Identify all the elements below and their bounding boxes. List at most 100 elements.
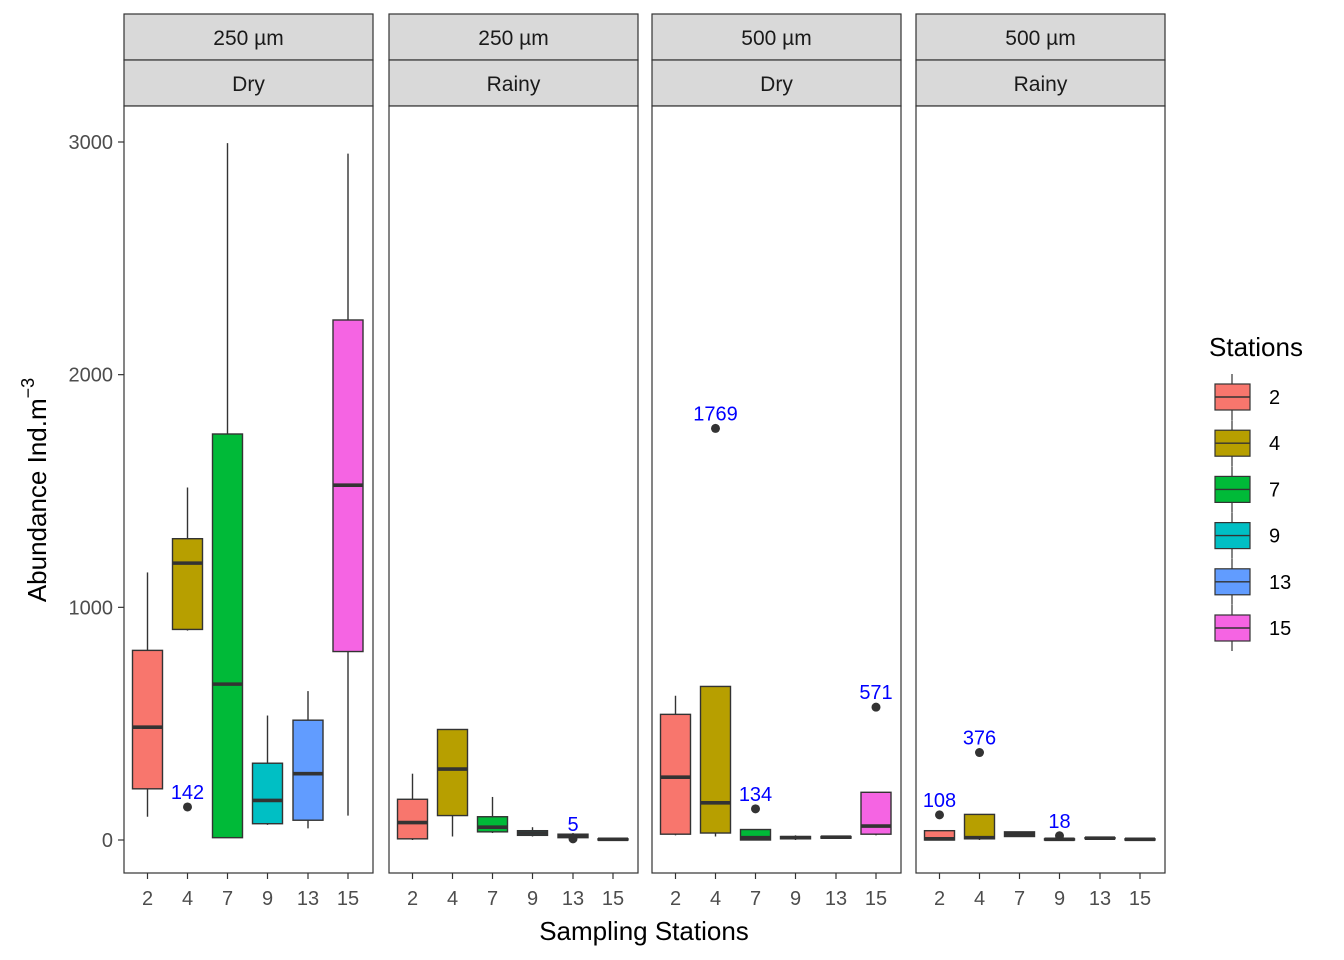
box-station-7: 134	[739, 784, 772, 841]
x-axis-title: Sampling Stations	[539, 916, 749, 946]
y-axis-title: Abundance Ind.m−3	[18, 378, 52, 602]
box-iqr	[963, 813, 996, 840]
y-tick-label: 0	[102, 830, 113, 852]
legend-entry-7: 7	[1214, 466, 1280, 513]
strip-season-background	[651, 59, 902, 107]
panel-4: 500 µm Rainy 108 376 18 2 4 7 9 13 15	[915, 13, 1166, 910]
legend: Stations 2 4 7 9 13 15	[1209, 332, 1303, 651]
x-tick-label: 2	[142, 888, 153, 910]
box-iqr	[292, 719, 324, 821]
x-tick-label: 9	[1054, 888, 1065, 910]
x-tick-label: 9	[790, 888, 801, 910]
box-station-4: 1769	[693, 403, 738, 837]
panel-border	[388, 105, 639, 874]
x-tick-label: 2	[407, 888, 418, 910]
box-iqr	[131, 649, 164, 790]
box-station-13	[1084, 836, 1116, 840]
outlier-label: 142	[171, 782, 204, 804]
box-station-4	[436, 728, 469, 837]
box-station-15	[597, 837, 629, 842]
x-tick-label: 4	[182, 888, 193, 910]
outlier-label: 18	[1048, 811, 1070, 833]
strip-mesh-background	[388, 13, 639, 61]
box-iqr	[476, 816, 509, 833]
x-tick-label: 4	[974, 888, 985, 910]
box-station-2	[659, 695, 692, 836]
strip-season-background	[915, 59, 1166, 107]
strip-season-label: Rainy	[487, 73, 541, 96]
outlier-point	[568, 834, 578, 844]
box-iqr	[739, 828, 772, 841]
box-station-15	[332, 153, 364, 816]
box-station-2	[396, 773, 429, 840]
x-tick-label: 7	[1014, 888, 1025, 910]
box-station-4: 376	[963, 728, 996, 840]
strip-season-label: Dry	[232, 73, 265, 96]
outlier-label: 108	[923, 790, 956, 812]
box-station-7	[211, 143, 244, 839]
legend-label: 15	[1269, 618, 1291, 640]
x-tick-label: 13	[825, 888, 847, 910]
outlier-label: 1769	[693, 403, 738, 425]
panel-2: 250 µm Rainy 5 2 4 7 9 13 15	[388, 13, 639, 910]
panel-border	[915, 105, 1166, 874]
strip-mesh-background	[651, 13, 902, 61]
legend-label: 2	[1269, 387, 1280, 409]
x-tick-label: 15	[1129, 888, 1151, 910]
outlier-label: 5	[567, 814, 578, 836]
outlier-point	[935, 810, 944, 820]
panel-border	[651, 105, 902, 874]
y-tick-label: 3000	[69, 132, 114, 154]
box-station-9	[516, 827, 549, 837]
legend-label: 4	[1269, 433, 1280, 455]
y-axis-title-text: Abundance Ind.m	[22, 398, 52, 602]
box-station-2: 108	[923, 790, 956, 841]
box-iqr	[436, 728, 469, 817]
box-station-7	[476, 796, 509, 834]
y-axis-title-exponent: −3	[18, 378, 38, 399]
strip-mesh-background	[915, 13, 1166, 61]
strip-season-background	[123, 59, 374, 107]
strip-mesh-background	[123, 13, 374, 61]
panel-border	[123, 105, 374, 874]
x-tick-label: 13	[562, 888, 584, 910]
x-tick-label: 15	[602, 888, 624, 910]
x-tick-label: 2	[934, 888, 945, 910]
x-tick-label: 13	[297, 888, 319, 910]
outlier-label: 134	[739, 784, 772, 806]
legend-label: 9	[1269, 526, 1280, 548]
legend-entry-2: 2	[1214, 374, 1280, 420]
x-tick-label: 15	[865, 888, 887, 910]
outlier-point	[871, 702, 881, 712]
box-station-13	[292, 691, 324, 829]
x-tick-label: 4	[710, 888, 721, 910]
legend-label: 7	[1269, 479, 1280, 501]
strip-season-background	[388, 59, 639, 107]
box-iqr	[396, 798, 429, 840]
box-station-15: 571	[859, 682, 893, 836]
x-tick-label: 4	[447, 888, 458, 910]
outlier-point	[1055, 831, 1064, 841]
strip-mesh-label: 500 µm	[1005, 27, 1075, 50]
outlier-point	[751, 804, 760, 814]
box-iqr	[659, 713, 692, 835]
outlier-point	[183, 802, 192, 812]
y-tick-label: 2000	[69, 365, 114, 387]
box-station-15	[1124, 837, 1156, 842]
x-tick-label: 7	[750, 888, 761, 910]
legend-title: Stations	[1209, 332, 1303, 362]
box-iqr	[860, 791, 892, 835]
x-tick-label: 13	[1089, 888, 1111, 910]
box-station-2	[131, 572, 164, 817]
strip-mesh-label: 250 µm	[478, 27, 548, 50]
box-station-9	[251, 715, 284, 825]
outlier-label: 376	[963, 728, 996, 750]
panel-1: 250 µm Dry 142 2 4 7 9 13 15	[123, 13, 374, 910]
box-iqr	[211, 433, 244, 839]
strip-season-label: Rainy	[1014, 73, 1068, 96]
legend-entry-4: 4	[1214, 420, 1280, 467]
box-iqr	[171, 537, 204, 631]
box-station-4: 142	[171, 487, 204, 812]
outlier-point	[711, 423, 720, 433]
